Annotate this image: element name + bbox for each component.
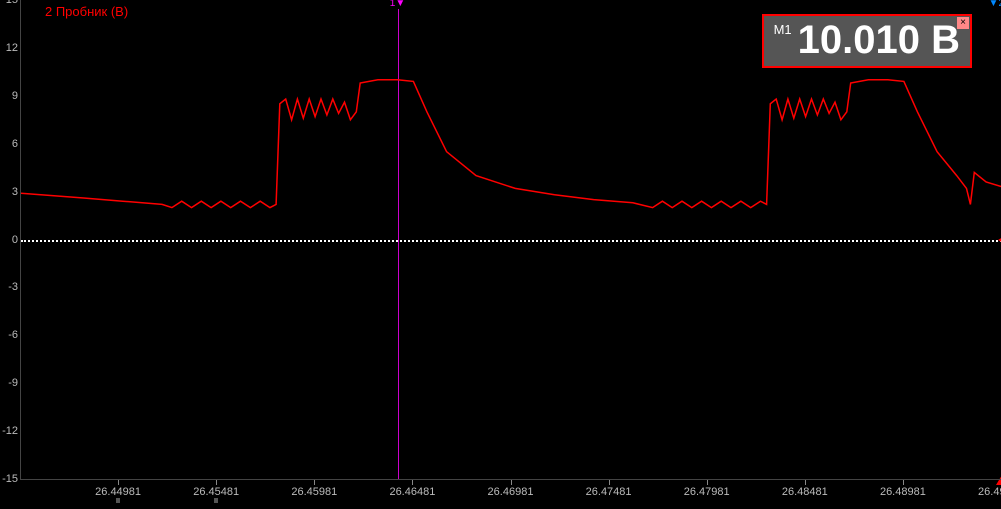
y-tick-label: 0 (12, 234, 18, 246)
x-tick-label: 26.45981 (291, 486, 337, 498)
measurement-readout[interactable]: M1 10.010 В × (762, 14, 972, 68)
x-tick-label: 26.49481 (978, 486, 1001, 498)
y-tick-label: -12 (2, 425, 18, 437)
y-tick-label: 6 (12, 138, 18, 150)
plot-area: 1▼ ▼2 2 Пробник (В) M1 10.010 В × (20, 0, 1001, 479)
y-tick-label: 3 (12, 186, 18, 198)
x-tick-label: 26.47981 (684, 486, 730, 498)
x-axis: 26.44981 26.45481 26.45981 26.46481 26.46981… (20, 479, 1001, 509)
x-tick-label: 26.47481 (586, 486, 632, 498)
waveform-svg (21, 0, 1001, 479)
cursor-marker-label: 1 (390, 0, 396, 9)
cursor-marker-2[interactable]: ▼2 (989, 0, 1001, 9)
y-axis: 15129630-3-6-9-12-15 (0, 0, 20, 479)
x-tick-label: 26.44981 (95, 486, 141, 498)
zero-marker-right (996, 234, 1001, 246)
x-tick-label: 26.48481 (782, 486, 828, 498)
channel-label: 2 Пробник (В) (45, 4, 128, 19)
close-icon[interactable]: × (957, 17, 969, 29)
y-tick-label: -6 (8, 329, 18, 341)
measurement-id: M1 (774, 22, 792, 37)
cursor-marker-1[interactable]: 1▼ (390, 0, 405, 9)
measurement-value: 10.010 В (798, 20, 960, 60)
y-tick-label: 12 (6, 42, 18, 54)
x-tick-label: 26.45481 (193, 486, 239, 498)
waveform-trace (21, 80, 1001, 208)
x-tick-label: 26.46481 (389, 486, 435, 498)
y-tick-label: 9 (12, 90, 18, 102)
x-tick-label: 26.46981 (488, 486, 534, 498)
y-tick-label: -3 (8, 281, 18, 293)
y-tick-label: 15 (6, 0, 18, 6)
x-tick-label: 26.48981 (880, 486, 926, 498)
y-tick-label: -15 (2, 473, 18, 485)
y-tick-label: -9 (8, 377, 18, 389)
